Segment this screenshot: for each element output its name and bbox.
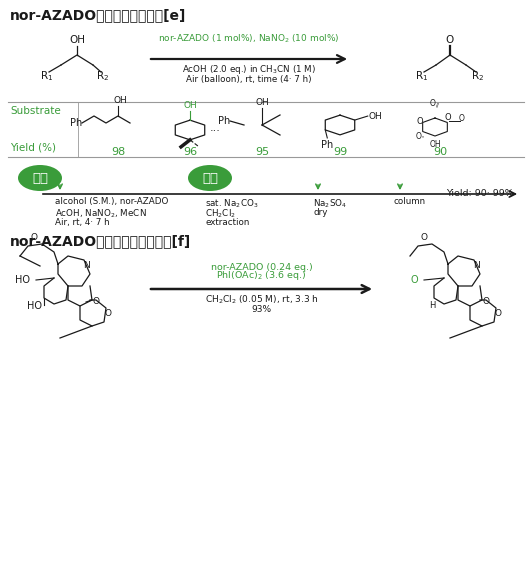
Text: O: O (410, 275, 418, 285)
Text: N: N (472, 261, 479, 270)
Text: O: O (483, 297, 489, 306)
Text: OH: OH (69, 35, 85, 45)
Text: 反应: 反应 (32, 171, 48, 184)
Text: Air, rt, 4· 7 h: Air, rt, 4· 7 h (55, 218, 110, 227)
Text: O: O (459, 114, 465, 123)
Text: column: column (393, 197, 425, 206)
Text: Yield (%): Yield (%) (10, 142, 56, 152)
Text: 93%: 93% (252, 305, 271, 314)
Text: O: O (104, 310, 112, 319)
Text: Ph: Ph (218, 116, 230, 126)
Ellipse shape (18, 165, 62, 191)
Text: R$_1$: R$_1$ (415, 69, 429, 83)
Text: O: O (30, 233, 37, 242)
Text: nor-AZADO在天然物合成的应用[f]: nor-AZADO在天然物合成的应用[f] (10, 234, 191, 248)
Text: 95: 95 (255, 147, 269, 157)
Text: HO: HO (15, 275, 30, 285)
Text: N: N (82, 261, 89, 270)
Text: dry: dry (313, 208, 327, 217)
Text: O: O (93, 297, 99, 306)
Text: nor-AZADO有氧氧化反应案例[e]: nor-AZADO有氧氧化反应案例[e] (10, 8, 186, 22)
Text: Air (balloon), rt, time (4· 7 h): Air (balloon), rt, time (4· 7 h) (186, 75, 312, 84)
Text: Yield: 90· 99%: Yield: 90· 99% (446, 189, 514, 198)
Text: nor-AZADO (1 mol%), NaNO$_2$ (10 mol%): nor-AZADO (1 mol%), NaNO$_2$ (10 mol%) (159, 33, 339, 45)
Text: OH: OH (113, 96, 127, 105)
Text: CH$_2$Cl$_2$: CH$_2$Cl$_2$ (205, 208, 236, 220)
Text: CH$_2$Cl$_2$ (0.05 M), rt, 3.3 h: CH$_2$Cl$_2$ (0.05 M), rt, 3.3 h (204, 293, 319, 306)
Text: OH: OH (369, 112, 383, 121)
Text: O: O (495, 310, 502, 319)
Text: OH: OH (429, 140, 441, 149)
Text: Na$_2$SO$_4$: Na$_2$SO$_4$ (313, 197, 347, 210)
Text: PhI(OAc)$_2$ (3.6 eq.): PhI(OAc)$_2$ (3.6 eq.) (217, 269, 306, 282)
Text: 96: 96 (183, 147, 197, 157)
Text: 90: 90 (433, 147, 447, 157)
Text: O: O (445, 114, 451, 123)
Text: R$_2$: R$_2$ (471, 69, 485, 83)
Text: OH: OH (183, 101, 197, 110)
Text: R$_2$: R$_2$ (96, 69, 110, 83)
Text: Ph: Ph (321, 140, 334, 150)
Text: H: H (430, 301, 436, 310)
Text: ...: ... (210, 123, 221, 133)
Text: O$_{//}$: O$_{//}$ (429, 97, 441, 110)
Text: extraction: extraction (205, 218, 250, 227)
Text: AcOH, NaNO$_2$, MeCN: AcOH, NaNO$_2$, MeCN (55, 208, 147, 220)
Text: O: O (417, 116, 423, 125)
Text: O: O (420, 233, 428, 242)
Text: Substrate: Substrate (10, 106, 61, 116)
Text: OH: OH (255, 98, 269, 107)
Text: sat. Na$_2$CO$_3$: sat. Na$_2$CO$_3$ (205, 197, 259, 210)
Text: 精製: 精製 (202, 171, 218, 184)
Text: O$_{''}$: O$_{''}$ (414, 130, 425, 140)
Ellipse shape (188, 165, 232, 191)
Text: R$_1$: R$_1$ (40, 69, 54, 83)
Text: AcOH (2.0 eq.) in CH$_3$CN (1 M): AcOH (2.0 eq.) in CH$_3$CN (1 M) (182, 63, 316, 76)
Text: O: O (446, 35, 454, 45)
Text: 99: 99 (333, 147, 347, 157)
Text: alcohol (S.M.), nor-AZADO: alcohol (S.M.), nor-AZADO (55, 197, 168, 206)
Text: 98: 98 (111, 147, 125, 157)
Text: Ph: Ph (70, 118, 82, 128)
Text: nor-AZADO (0.24 eq.): nor-AZADO (0.24 eq.) (211, 263, 312, 272)
Text: HO: HO (27, 301, 42, 311)
